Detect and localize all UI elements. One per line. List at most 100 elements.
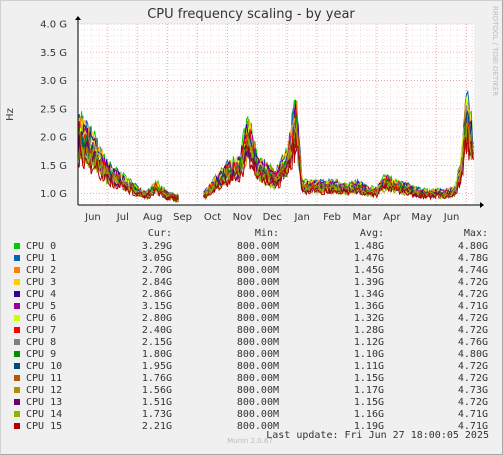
legend-avg-value: 1.16G	[353, 409, 384, 420]
chart-title: CPU frequency scaling - by year	[147, 7, 355, 22]
y-tick-label: 3.5 G	[40, 48, 67, 59]
legend-cur-value: 2.40G	[141, 325, 172, 336]
legend-header-avg: Avg:	[359, 228, 384, 239]
legend-min-value: 800.00M	[236, 289, 279, 300]
y-tick-label: 1.0 G	[40, 189, 67, 200]
legend-swatch	[14, 411, 20, 417]
legend-header-min: Min:	[254, 228, 279, 239]
legend-min-value: 800.00M	[236, 241, 279, 252]
legend-max-value: 4.76G	[457, 337, 488, 348]
legend-avg-value: 1.34G	[353, 289, 384, 300]
legend-swatch	[14, 303, 20, 309]
legend-row: CPU 10 1.95G 800.00M 1.11G 4.72G	[0, 361, 503, 373]
legend-avg-value: 1.12G	[353, 337, 384, 348]
x-tick-label: Jul	[116, 212, 129, 223]
legend-max-value: 4.72G	[457, 313, 488, 324]
legend-row: CPU 8 2.15G 800.00M 1.12G 4.76G	[0, 337, 503, 349]
legend-avg-value: 1.32G	[353, 313, 384, 324]
legend-min-value: 800.00M	[236, 265, 279, 276]
legend-swatch	[14, 339, 20, 345]
legend-swatch	[14, 351, 20, 357]
legend-min-value: 800.00M	[236, 373, 279, 384]
legend-series-name: CPU 6	[26, 313, 57, 324]
legend-series-name: CPU 12	[26, 385, 63, 396]
legend-cur-value: 1.95G	[141, 361, 172, 372]
legend-row: CPU 4 2.86G 800.00M 1.34G 4.72G	[0, 289, 503, 301]
legend-max-value: 4.72G	[457, 325, 488, 336]
legend-min-value: 800.00M	[236, 349, 279, 360]
x-tick-label: Oct	[204, 212, 221, 223]
legend-max-value: 4.73G	[457, 385, 488, 396]
legend-swatch	[14, 387, 20, 393]
legend-avg-value: 1.28G	[353, 325, 384, 336]
legend-max-value: 4.72G	[457, 289, 488, 300]
y-tick-label: 3.0 G	[40, 76, 67, 87]
legend-min-value: 800.00M	[236, 313, 279, 324]
legend-series-name: CPU 7	[26, 325, 57, 336]
legend-series-name: CPU 3	[26, 277, 57, 288]
legend-row: CPU 13 1.51G 800.00M 1.15G 4.72G	[0, 397, 503, 409]
y-tick-label: 1.5 G	[40, 161, 67, 172]
legend-avg-value: 1.11G	[353, 361, 384, 372]
legend-min-value: 800.00M	[236, 277, 279, 288]
legend-row: CPU 1 3.05G 800.00M 1.47G 4.78G	[0, 253, 503, 265]
y-tick-label: 2.5 G	[40, 104, 67, 115]
legend-avg-value: 1.10G	[353, 349, 384, 360]
legend-row: CPU 0 3.29G 800.00M 1.48G 4.80G	[0, 241, 503, 253]
x-tick-label: Jun	[443, 212, 460, 223]
legend-avg-value: 1.45G	[353, 265, 384, 276]
legend-max-value: 4.72G	[457, 361, 488, 372]
legend-row: CPU 15 2.21G 800.00M 1.19G 4.71G	[0, 421, 503, 433]
legend-avg-value: 1.15G	[353, 397, 384, 408]
y-tick-label: 2.0 G	[40, 133, 67, 144]
x-tick-label: Nov	[233, 212, 253, 223]
legend-swatch	[14, 243, 20, 249]
legend-row: CPU 3 2.84G 800.00M 1.39G 4.72G	[0, 277, 503, 289]
legend-swatch	[14, 291, 20, 297]
last-update: Last update: Fri Jun 27 18:00:05 2025	[266, 430, 489, 441]
y-axis-label: Hz	[5, 108, 16, 121]
legend-cur-value: 1.56G	[141, 385, 172, 396]
legend-row: CPU 9 1.80G 800.00M 1.10G 4.80G	[0, 349, 503, 361]
legend-swatch	[14, 327, 20, 333]
legend-swatch	[14, 279, 20, 285]
legend-min-value: 800.00M	[236, 337, 279, 348]
legend-series-name: CPU 9	[26, 349, 57, 360]
legend-swatch	[14, 267, 20, 273]
rrdtool-credit: RRDTOOL / TOBI OETIKER	[491, 6, 499, 96]
legend-min-value: 800.00M	[236, 421, 279, 432]
legend-min-value: 800.00M	[236, 409, 279, 420]
legend-row: CPU 12 1.56G 800.00M 1.17G 4.73G	[0, 385, 503, 397]
legend-min-value: 800.00M	[236, 361, 279, 372]
legend-cur-value: 1.51G	[141, 397, 172, 408]
legend-swatch	[14, 375, 20, 381]
legend-cur-value: 2.80G	[141, 313, 172, 324]
legend-header-cur: Cur:	[147, 228, 172, 239]
legend-cur-value: 3.05G	[141, 253, 172, 264]
legend-avg-value: 1.47G	[353, 253, 384, 264]
legend-max-value: 4.78G	[457, 253, 488, 264]
legend-row: CPU 7 2.40G 800.00M 1.28G 4.72G	[0, 325, 503, 337]
legend-max-value: 4.72G	[457, 373, 488, 384]
legend-series-name: CPU 10	[26, 361, 63, 372]
legend-row: CPU 6 2.80G 800.00M 1.32G 4.72G	[0, 313, 503, 325]
x-tick-label: Dec	[263, 212, 282, 223]
legend-swatch	[14, 423, 20, 429]
legend-cur-value: 2.70G	[141, 265, 172, 276]
legend-cur-value: 1.76G	[141, 373, 172, 384]
legend-min-value: 800.00M	[236, 385, 279, 396]
legend-cur-value: 3.15G	[141, 301, 172, 312]
legend-avg-value: 1.17G	[353, 385, 384, 396]
legend-cur-value: 1.73G	[141, 409, 172, 420]
legend-avg-value: 1.36G	[353, 301, 384, 312]
legend-series-name: CPU 13	[26, 397, 63, 408]
legend-max-value: 4.71G	[457, 301, 488, 312]
x-tick-label: Apr	[383, 212, 401, 223]
legend-series-name: CPU 4	[26, 289, 57, 300]
legend-swatch	[14, 363, 20, 369]
legend-cur-value: 1.80G	[141, 349, 172, 360]
x-tick-label: Jan	[293, 212, 309, 223]
x-tick-label: May	[411, 212, 432, 223]
